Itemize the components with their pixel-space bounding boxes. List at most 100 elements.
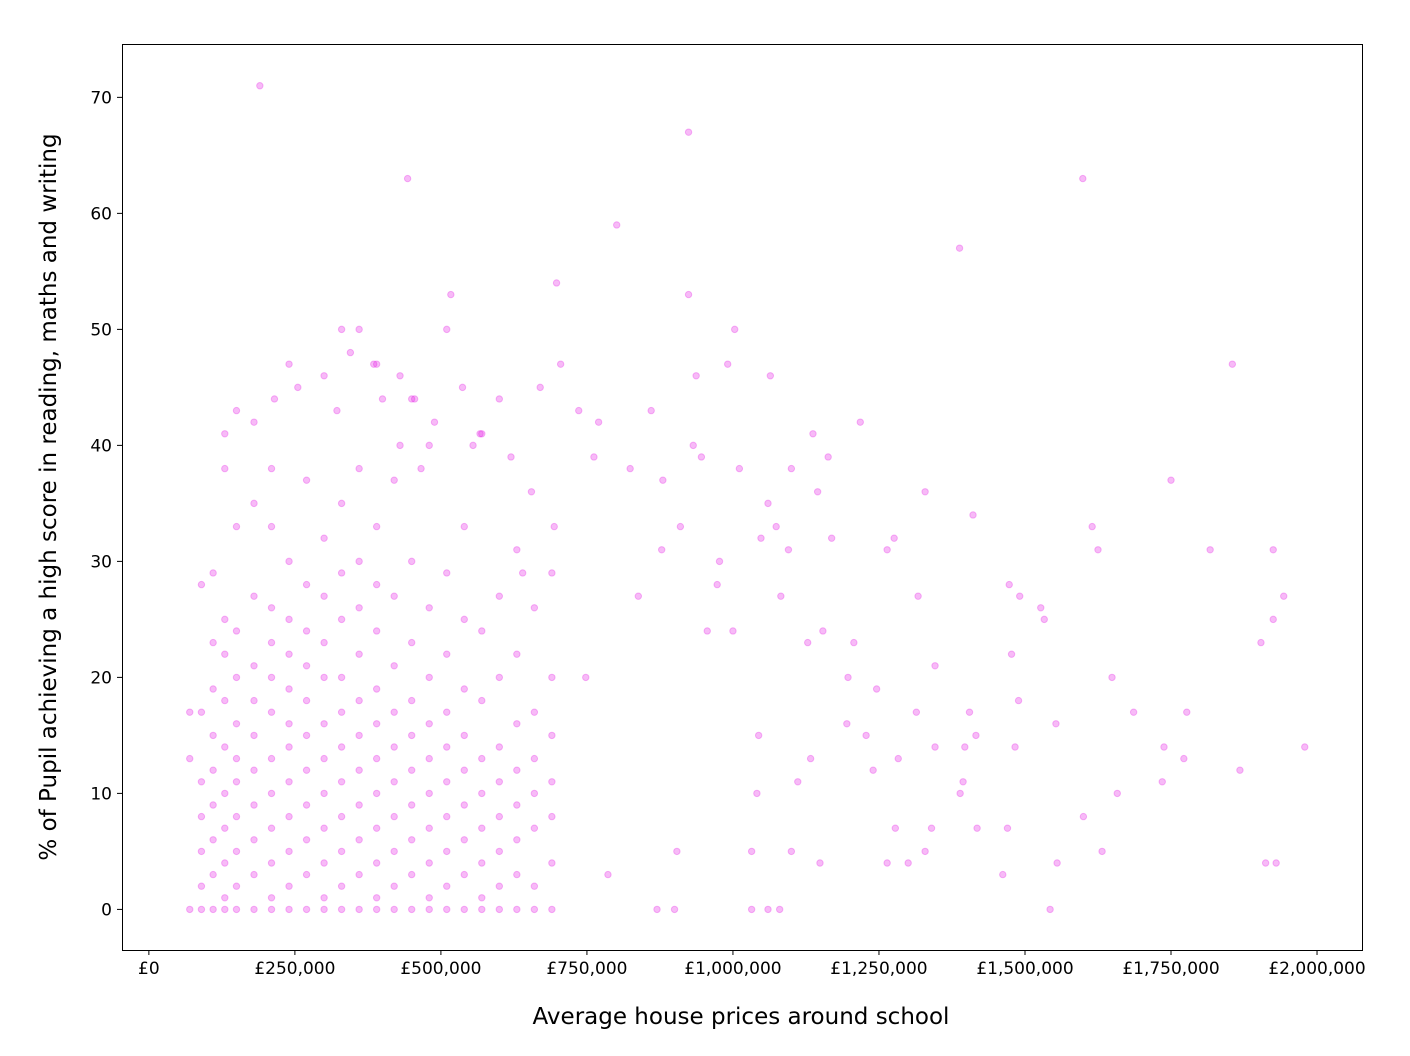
point: [1014, 696, 1023, 705]
point: [904, 859, 912, 867]
point: [460, 870, 468, 879]
point: [232, 522, 241, 531]
point: [232, 778, 241, 786]
point: [430, 418, 439, 426]
point: [513, 546, 521, 554]
point: [294, 383, 302, 392]
point: [530, 604, 539, 612]
point: [337, 882, 346, 890]
point: [1272, 859, 1280, 867]
point: [320, 859, 328, 867]
point: [844, 673, 852, 682]
point: [355, 870, 363, 879]
point: [921, 488, 929, 496]
point: [250, 662, 258, 670]
point: [221, 650, 229, 658]
point: [460, 522, 468, 531]
point: [961, 743, 969, 751]
point: [735, 464, 744, 473]
point: [495, 592, 504, 600]
y-tick-label: 40: [90, 436, 112, 456]
point: [267, 859, 276, 867]
point: [267, 522, 276, 531]
point: [536, 383, 544, 392]
point: [507, 453, 515, 461]
point: [370, 360, 378, 368]
point: [495, 812, 504, 821]
point: [495, 778, 504, 786]
point: [972, 731, 980, 740]
point: [495, 673, 504, 682]
point: [209, 766, 217, 774]
point: [513, 766, 521, 774]
point: [1053, 859, 1061, 867]
point: [1011, 743, 1019, 751]
point: [232, 882, 241, 890]
point: [1257, 638, 1265, 647]
point: [197, 882, 206, 890]
point: [425, 720, 433, 728]
point: [320, 905, 328, 914]
y-tick-label: 70: [90, 88, 112, 108]
x-tick-label: £0: [138, 959, 160, 979]
x-tick-label: £250,000: [254, 959, 335, 979]
point: [209, 905, 217, 914]
point: [613, 221, 621, 229]
point: [425, 441, 433, 450]
point: [355, 696, 363, 705]
point: [969, 511, 977, 519]
point: [552, 279, 561, 287]
point: [927, 824, 936, 832]
point: [355, 905, 363, 914]
point: [1269, 615, 1277, 624]
point: [1098, 847, 1106, 856]
point: [495, 847, 504, 856]
point: [221, 894, 229, 902]
point: [894, 754, 902, 763]
point: [408, 801, 416, 809]
x-tick-label: £1,250,000: [830, 959, 927, 979]
point: [1079, 174, 1087, 183]
point: [1183, 708, 1191, 716]
point: [372, 685, 381, 693]
point: [495, 743, 504, 751]
point: [197, 812, 206, 821]
point: [443, 812, 451, 821]
point: [320, 720, 328, 728]
point: [747, 905, 756, 914]
point: [337, 673, 346, 682]
point: [417, 464, 425, 473]
point: [372, 522, 381, 531]
point: [320, 673, 328, 682]
point: [372, 627, 381, 635]
point: [684, 128, 693, 136]
point: [250, 696, 258, 705]
y-tick-label: 30: [90, 552, 112, 572]
point: [582, 673, 590, 682]
point: [320, 789, 328, 798]
point: [302, 627, 311, 635]
point: [425, 905, 433, 914]
point: [458, 383, 467, 392]
point: [443, 743, 451, 751]
point: [209, 870, 217, 879]
point: [883, 859, 891, 867]
point: [302, 731, 311, 740]
point: [337, 847, 346, 856]
point: [285, 812, 293, 821]
point: [684, 290, 693, 299]
x-tick-label: £500,000: [400, 959, 481, 979]
point: [396, 441, 404, 450]
point: [816, 859, 824, 867]
point: [460, 615, 468, 624]
point: [594, 418, 603, 426]
point: [766, 372, 775, 380]
point: [513, 870, 521, 879]
point: [209, 801, 217, 809]
point: [355, 464, 363, 473]
point: [478, 696, 486, 705]
point: [478, 430, 486, 438]
point: [460, 731, 468, 740]
point: [530, 905, 539, 914]
point: [548, 859, 556, 867]
